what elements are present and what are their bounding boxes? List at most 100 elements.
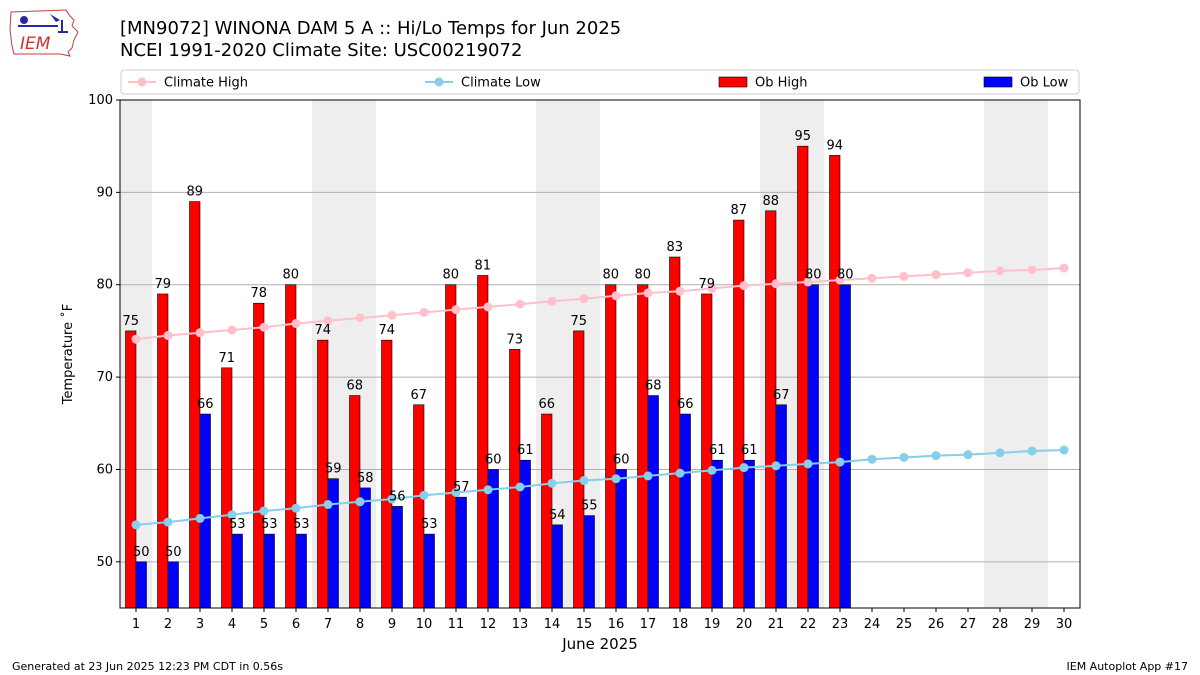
x-axis: 1 2 3 4 5 6 7 8 9 10 11 12 13 14 15 16 17 18 19 20 21 22 23 24 2…	[132, 608, 1072, 632]
legend-label: Ob High	[755, 76, 808, 91]
ob-low-bar	[615, 469, 627, 609]
ob-high-bar	[637, 284, 649, 609]
ob-high-label: 81	[474, 258, 491, 273]
ob-low-label: 66	[677, 397, 694, 412]
climate-low-point	[675, 468, 685, 478]
ob-high-label: 73	[506, 332, 523, 347]
ob-high-label: 74	[378, 323, 395, 338]
climate-low-point	[707, 465, 717, 475]
ob-high-bar	[605, 284, 617, 609]
climate-high-point	[931, 270, 941, 280]
x-tick-label: 23	[832, 617, 849, 632]
x-tick-label: 16	[608, 617, 625, 632]
x-tick-label: 13	[512, 617, 529, 632]
climate-high-point	[259, 322, 269, 332]
climate-low-point	[451, 488, 461, 498]
legend: Climate High Climate Low Ob High Ob Low	[120, 69, 1080, 95]
ob-low-bar	[551, 524, 563, 609]
climate-high-point	[515, 299, 525, 309]
ob-high-bar	[477, 275, 489, 609]
legend-item: Climate High	[128, 76, 248, 91]
climate-low-point	[739, 463, 749, 473]
ob-high-label: 87	[730, 203, 747, 218]
climate-low-point	[803, 459, 813, 469]
climate-low-point	[483, 485, 493, 495]
climate-low-point	[547, 478, 557, 488]
plot-frame	[119, 99, 1081, 609]
ob-low-label: 53	[421, 517, 438, 532]
climate-high-point	[387, 310, 397, 320]
ob-high-label: 75	[122, 314, 139, 329]
climate-high-point	[291, 319, 301, 329]
ob-low-bar	[199, 413, 211, 609]
ob-low-bar	[839, 284, 851, 609]
climate-high-point	[867, 273, 877, 283]
climate-low-point	[131, 520, 141, 530]
climate-low-point	[291, 503, 301, 513]
legend-item: Climate Low	[425, 76, 541, 91]
x-tick-label: 27	[960, 617, 977, 632]
x-tick-label: 3	[196, 617, 204, 632]
x-tick-label: 25	[896, 617, 913, 632]
climate-lines	[131, 263, 1069, 530]
ob-low-label: 68	[645, 379, 662, 394]
climate-low-point	[611, 474, 621, 484]
climate-high-point	[611, 291, 621, 301]
climate-low-point	[1027, 446, 1037, 456]
bars	[125, 145, 851, 609]
y-axis-label: Temperature ˚F	[60, 304, 76, 405]
ob-low-label: 67	[773, 388, 790, 403]
x-tick-label: 18	[672, 617, 689, 632]
ob-low-label: 55	[581, 499, 598, 514]
ob-high-label: 67	[410, 388, 427, 403]
y-tick-label: 100	[88, 93, 113, 108]
sun-icon	[20, 16, 28, 24]
ob-high-bar	[829, 155, 841, 609]
climate-high-line	[135, 267, 1065, 341]
weekend-shade	[984, 100, 1048, 608]
iem-logo: IEM	[9, 9, 79, 57]
climate-low-point	[899, 452, 909, 462]
climate-low-point	[355, 497, 365, 507]
ob-high-label: 79	[698, 277, 715, 292]
ob-high-bar	[797, 145, 809, 609]
x-tick-label: 4	[228, 617, 236, 632]
climate-high-point	[707, 283, 717, 293]
ob-low-label: 53	[293, 517, 310, 532]
ob-high-bar	[221, 367, 233, 609]
legend-label: Climate High	[164, 76, 248, 91]
generated-footer: Generated at 23 Jun 2025 12:23 PM CDT in…	[12, 660, 284, 673]
chart-title: [MN9072] WINONA DAM 5 A :: Hi/Lo Temps f…	[120, 18, 622, 39]
x-tick-label: 15	[576, 617, 593, 632]
legend-box	[120, 69, 1080, 95]
ob-high-bar	[573, 330, 585, 609]
climate-low-point	[643, 471, 653, 481]
ob-high-label: 80	[634, 268, 651, 283]
ob-high-label: 88	[762, 194, 779, 209]
bar-value-labels: 75 50 79 50 89 66 71 53 78 53 80 53 74 59 68 58 74 56 67 53…	[122, 129, 853, 560]
ob-low-label: 61	[741, 443, 758, 458]
climate-high-point	[483, 302, 493, 312]
ob-high-bar	[253, 302, 265, 609]
ob-high-bar	[125, 330, 137, 609]
ob-high-label: 83	[666, 240, 683, 255]
x-tick-label: 22	[800, 617, 817, 632]
ob-low-label: 53	[261, 517, 278, 532]
logo-text: IEM	[20, 34, 51, 54]
climate-low-point	[259, 506, 269, 516]
ob-low-label: 61	[709, 443, 726, 458]
x-tick-label: 1	[132, 617, 140, 632]
climate-high-point	[579, 294, 589, 304]
legend-bar-swatch	[983, 76, 1013, 88]
chart-subtitle: NCEI 1991-2020 Climate Site: USC00219072	[120, 40, 523, 61]
ob-low-bar	[423, 533, 435, 609]
climate-low-point	[195, 513, 205, 523]
ob-low-label: 80	[805, 268, 822, 283]
climate-high-point	[1027, 265, 1037, 275]
ob-low-bar	[167, 561, 179, 609]
climate-low-point	[387, 494, 397, 504]
ob-low-label: 66	[197, 397, 214, 412]
x-tick-label: 21	[768, 617, 785, 632]
ob-high-bar	[445, 284, 457, 609]
climate-low-point	[995, 448, 1005, 458]
